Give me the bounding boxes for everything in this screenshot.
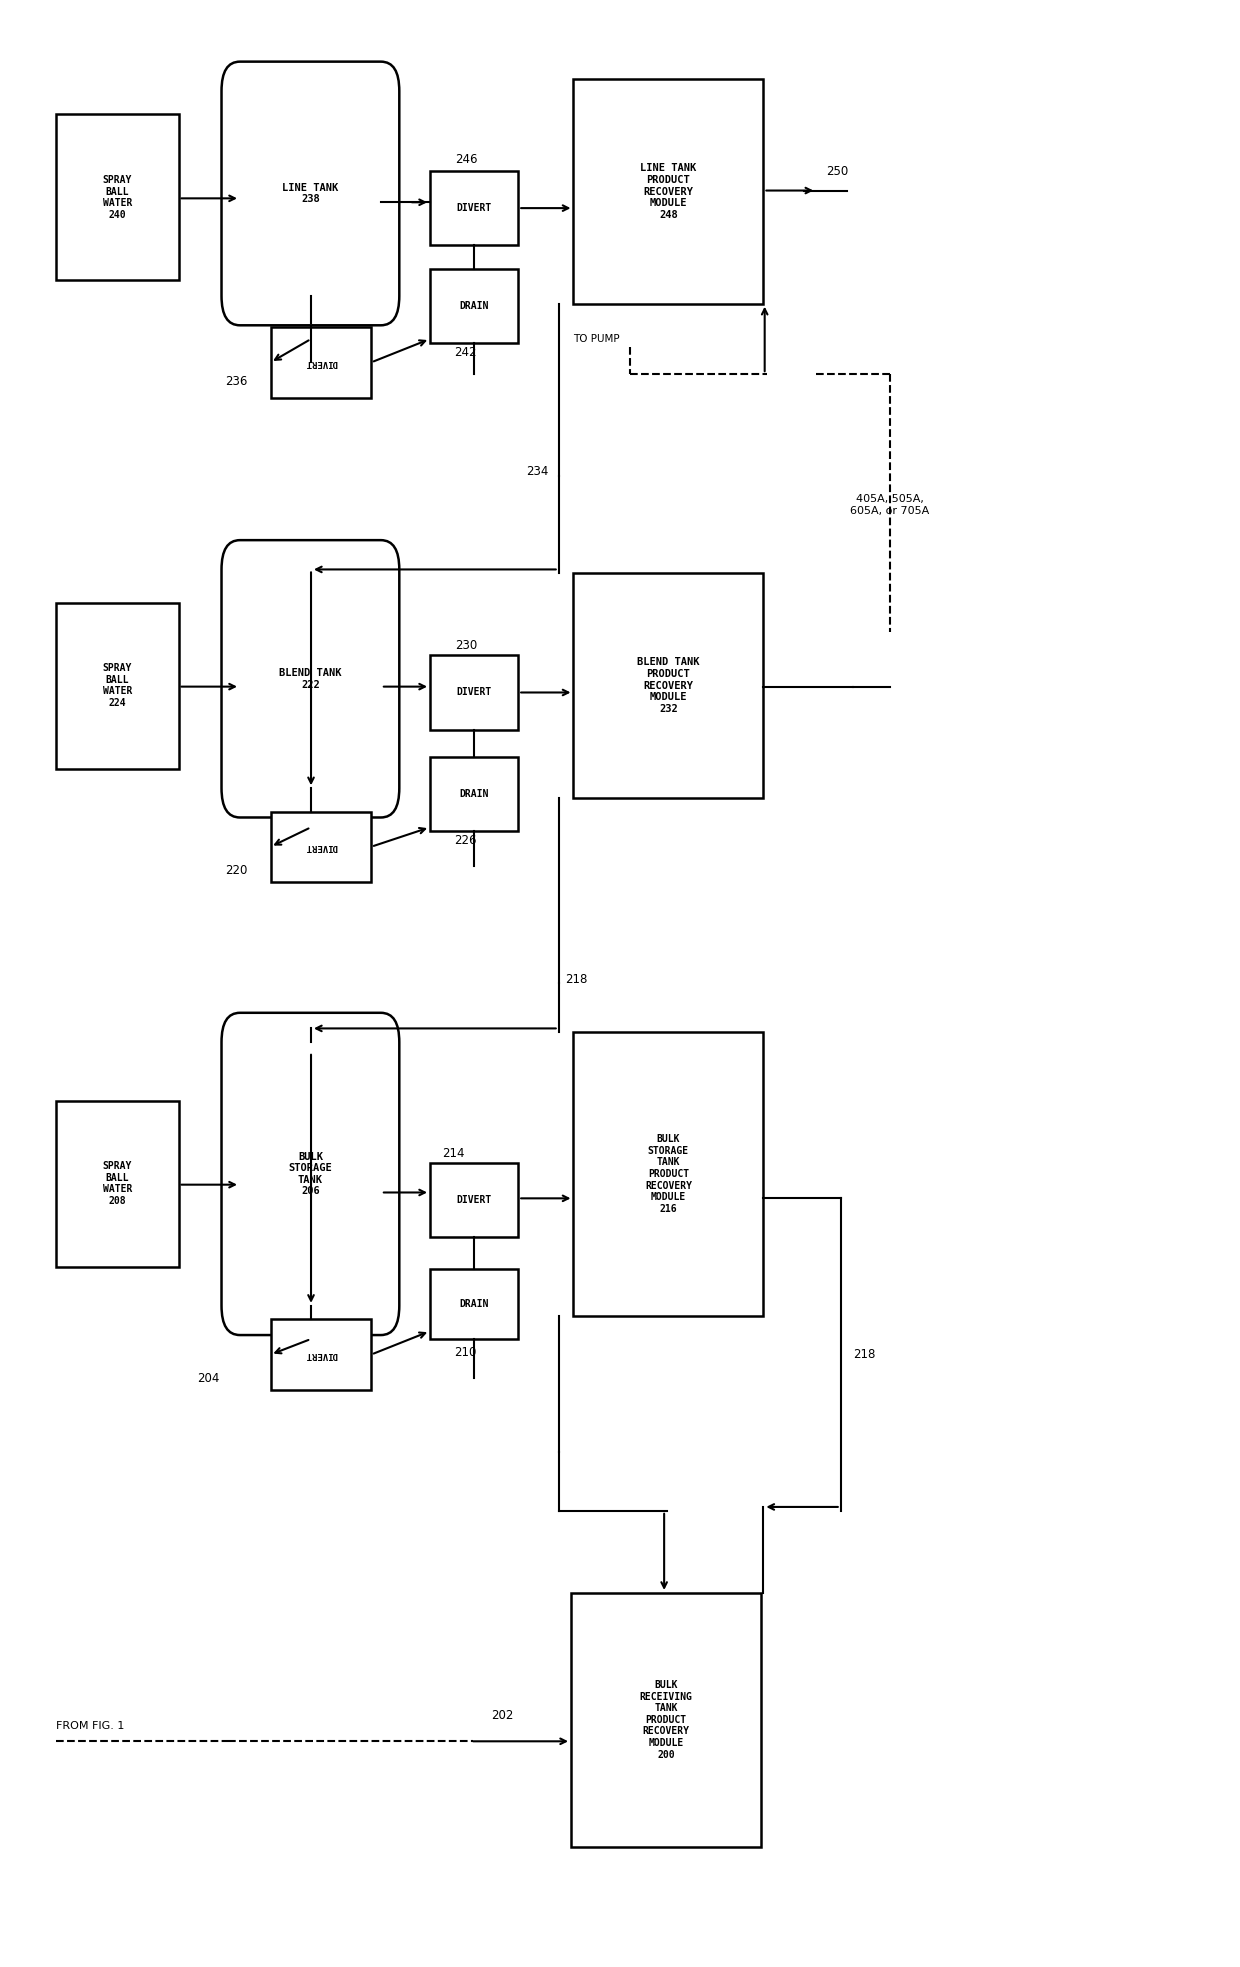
- Text: 214: 214: [443, 1147, 465, 1161]
- Text: LINE TANK
238: LINE TANK 238: [283, 183, 339, 205]
- Text: BULK
STORAGE
TANK
PRODUCT
RECOVERY
MODULE
216: BULK STORAGE TANK PRODUCT RECOVERY MODUL…: [645, 1135, 692, 1214]
- Text: DRAIN: DRAIN: [459, 789, 489, 799]
- Text: 220: 220: [226, 864, 248, 877]
- Bar: [270, 812, 371, 881]
- FancyBboxPatch shape: [222, 541, 399, 818]
- Text: DIVERT: DIVERT: [456, 203, 492, 212]
- Text: 236: 236: [226, 376, 248, 387]
- Bar: [573, 79, 764, 303]
- Bar: [430, 269, 518, 342]
- Bar: [430, 171, 518, 246]
- Bar: [430, 655, 518, 730]
- Bar: [430, 757, 518, 832]
- Bar: [56, 602, 179, 769]
- Bar: [270, 327, 371, 397]
- Text: LINE TANK
PRODUCT
RECOVERY
MODULE
248: LINE TANK PRODUCT RECOVERY MODULE 248: [640, 163, 697, 220]
- Text: DIVERT: DIVERT: [456, 1196, 492, 1206]
- Text: 250: 250: [826, 165, 848, 177]
- FancyBboxPatch shape: [222, 1013, 399, 1336]
- Bar: [270, 1320, 371, 1391]
- Text: SPRAY
BALL
WATER
208: SPRAY BALL WATER 208: [103, 1161, 131, 1206]
- Text: BULK
STORAGE
TANK
206: BULK STORAGE TANK 206: [289, 1151, 332, 1196]
- Text: BLEND TANK
222: BLEND TANK 222: [279, 669, 342, 690]
- Text: DIVERT: DIVERT: [305, 842, 337, 852]
- Text: 218: 218: [853, 1347, 875, 1361]
- Bar: [570, 1593, 761, 1847]
- Text: 242: 242: [455, 346, 477, 360]
- Text: DIVERT: DIVERT: [305, 1349, 337, 1359]
- Text: SPRAY
BALL
WATER
224: SPRAY BALL WATER 224: [103, 663, 131, 708]
- Text: 218: 218: [565, 974, 588, 985]
- Text: FROM FIG. 1: FROM FIG. 1: [56, 1721, 124, 1731]
- FancyBboxPatch shape: [222, 61, 399, 325]
- Text: 246: 246: [455, 153, 477, 165]
- Text: 226: 226: [455, 834, 477, 848]
- Text: TO PUMP: TO PUMP: [573, 334, 620, 344]
- Text: DRAIN: DRAIN: [459, 301, 489, 311]
- Bar: [430, 1162, 518, 1237]
- Bar: [430, 1269, 518, 1340]
- Text: BULK
RECEIVING
TANK
PRODUCT
RECOVERY
MODULE
200: BULK RECEIVING TANK PRODUCT RECOVERY MOD…: [640, 1680, 692, 1760]
- Bar: [573, 1033, 764, 1316]
- Text: DRAIN: DRAIN: [459, 1298, 489, 1308]
- Text: 234: 234: [527, 466, 549, 478]
- Text: SPRAY
BALL
WATER
240: SPRAY BALL WATER 240: [103, 175, 131, 220]
- Bar: [56, 1102, 179, 1267]
- Text: DIVERT: DIVERT: [456, 688, 492, 698]
- Bar: [573, 572, 764, 799]
- Text: 405A, 505A,
605A, or 705A: 405A, 505A, 605A, or 705A: [851, 494, 929, 515]
- Text: 202: 202: [491, 1709, 513, 1723]
- Text: 204: 204: [197, 1371, 219, 1385]
- Text: DIVERT: DIVERT: [305, 358, 337, 368]
- Text: BLEND TANK
PRODUCT
RECOVERY
MODULE
232: BLEND TANK PRODUCT RECOVERY MODULE 232: [637, 657, 699, 714]
- Text: 210: 210: [455, 1345, 477, 1359]
- Text: 230: 230: [455, 639, 477, 653]
- Bar: [56, 114, 179, 281]
